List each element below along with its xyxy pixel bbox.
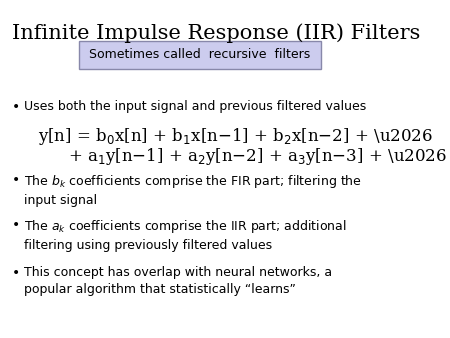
Text: y[n] = b$_0$x[n] + b$_1$x[n$-$1] + b$_2$x[n$-$2] + \u2026: y[n] = b$_0$x[n] + b$_1$x[n$-$1] + b$_2$… [38,126,433,147]
Text: •: • [12,100,20,114]
Text: The $b_k$ coefficients comprise the FIR part; filtering the
input signal: The $b_k$ coefficients comprise the FIR … [24,173,362,207]
Text: Uses both the input signal and previous filtered values: Uses both the input signal and previous … [24,100,366,113]
Text: •: • [12,266,20,280]
Text: Sometimes called  recursive  filters: Sometimes called recursive filters [90,48,310,62]
Text: The $a_k$ coefficients comprise the IIR part; additional
filtering using previou: The $a_k$ coefficients comprise the IIR … [24,218,347,252]
FancyBboxPatch shape [79,41,321,69]
Text: Infinite Impulse Response (IIR) Filters: Infinite Impulse Response (IIR) Filters [12,23,420,43]
Text: + a$_1$y[n$-$1] + a$_2$y[n$-$2] + a$_3$y[n$-$3] + \u2026: + a$_1$y[n$-$1] + a$_2$y[n$-$2] + a$_3$y… [68,146,447,167]
Text: •: • [12,218,20,232]
Text: This concept has overlap with neural networks, a
popular algorithm that statisti: This concept has overlap with neural net… [24,266,332,296]
Text: •: • [12,173,20,187]
